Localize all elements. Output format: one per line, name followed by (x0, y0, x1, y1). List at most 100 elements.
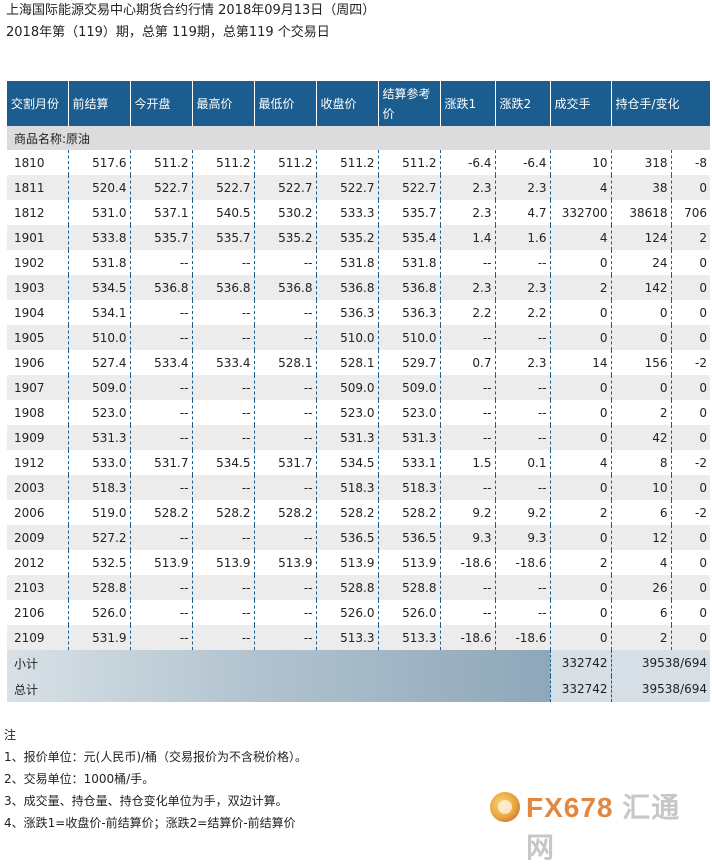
table-cell: -- (440, 325, 496, 350)
table-cell: 1908 (7, 400, 69, 425)
table-cell: -6.4 (440, 150, 496, 175)
table-cell: 1904 (7, 300, 69, 325)
table-cell: -2 (671, 500, 711, 525)
table-cell: 4.7 (495, 200, 551, 225)
table-cell: 1902 (7, 250, 69, 275)
table-cell: -- (130, 625, 193, 650)
table-cell: 513.9 (316, 550, 379, 575)
table-cell: -- (495, 250, 551, 275)
table-cell: 522.7 (254, 175, 317, 200)
table-cell: 528.1 (316, 350, 379, 375)
table-cell: 509.0 (378, 375, 441, 400)
table-cell: -- (254, 325, 317, 350)
table-cell: 513.9 (130, 550, 193, 575)
table-cell: 2.3 (495, 350, 551, 375)
table-cell: 0 (671, 400, 711, 425)
table-cell: 513.9 (192, 550, 255, 575)
total-volume: 332742 (549, 650, 611, 676)
table-cell: 38618 (611, 200, 672, 225)
table-cell: 332700 (550, 200, 612, 225)
table-cell: 4 (550, 450, 612, 475)
table-cell: 534.1 (68, 300, 131, 325)
table-cell: 0 (550, 300, 612, 325)
table-cell: -- (192, 625, 255, 650)
table-cell: 38 (611, 175, 672, 200)
table-cell: -- (495, 375, 551, 400)
table-cell: 536.5 (378, 525, 441, 550)
total-volume: 332742 (549, 676, 611, 702)
table-cell: 535.7 (378, 200, 441, 225)
table-row: 2009 527.2 -- -- -- 536.5 536.5 9.3 9.3 0 12 0 (7, 525, 711, 550)
table-row: 1812 531.0 537.1 540.5 530.2 533.3 535.7 2.3 4.7… (7, 200, 711, 225)
table-cell: -- (192, 325, 255, 350)
column-header: 最高价 (192, 81, 255, 126)
column-header: 结算参考价 (378, 81, 441, 126)
table-cell: -- (192, 300, 255, 325)
table-cell: 511.2 (130, 150, 193, 175)
total-open-interest: 39538/694 (610, 650, 711, 676)
table-cell: 2003 (7, 475, 69, 500)
table-cell: -18.6 (495, 625, 551, 650)
table-row: 2006 519.0 528.2 528.2 528.2 528.2 528.2 9.2 9.2… (7, 500, 711, 525)
table-cell: 535.7 (130, 225, 193, 250)
table-cell: -- (440, 250, 496, 275)
table-cell: 2106 (7, 600, 69, 625)
table-cell: 0 (671, 275, 711, 300)
table-cell: 536.8 (316, 275, 379, 300)
table-cell: 0 (671, 325, 711, 350)
table-row: 1904 534.1 -- -- -- 536.3 536.3 2.2 2.2 0 0 0 (7, 300, 711, 325)
table-cell: 2 (611, 625, 672, 650)
table-cell: 532.5 (68, 550, 131, 575)
table-cell: 528.8 (68, 575, 131, 600)
table-cell: -- (440, 475, 496, 500)
table-cell: 2.3 (495, 175, 551, 200)
table-cell: 536.8 (130, 275, 193, 300)
table-cell: -2 (671, 450, 711, 475)
notes-heading: 注 (4, 728, 17, 742)
table-cell: 513.9 (254, 550, 317, 575)
table-cell: 0.7 (440, 350, 496, 375)
table-cell: 528.2 (316, 500, 379, 525)
column-header: 涨跌2 (495, 81, 551, 126)
page-subtitle: 2018年第（119）期，总第 119期，总第119 个交易日 (6, 25, 330, 40)
table-cell: -- (254, 525, 317, 550)
product-name-row: 商品名称:原油 (7, 126, 711, 150)
table-cell: 1901 (7, 225, 69, 250)
table-cell: -- (495, 475, 551, 500)
table-cell: 527.4 (68, 350, 131, 375)
subtotal-row: 小计 332742 39538/694 (7, 650, 711, 676)
table-cell: -- (192, 600, 255, 625)
table-cell: 4 (611, 550, 672, 575)
table-cell: 523.0 (316, 400, 379, 425)
table-row: 2012 532.5 513.9 513.9 513.9 513.9 513.9 -18.6-… (7, 550, 711, 575)
table-row: 1903 534.5 536.8 536.8 536.8 536.8 536.8 2.3 2.3… (7, 275, 711, 300)
table-cell: 523.0 (68, 400, 131, 425)
table-cell: -- (130, 400, 193, 425)
table-cell: -- (130, 325, 193, 350)
table-cell: 0 (550, 575, 612, 600)
table-cell: 10 (611, 475, 672, 500)
table-cell: 522.7 (130, 175, 193, 200)
table-cell: 0 (611, 375, 672, 400)
table-cell: 535.7 (192, 225, 255, 250)
table-cell: 0 (671, 525, 711, 550)
table-cell: -- (192, 575, 255, 600)
table-cell: 527.2 (68, 525, 131, 550)
table-cell: 6 (611, 600, 672, 625)
table-cell: -- (254, 600, 317, 625)
table-cell: 1909 (7, 425, 69, 450)
table-cell: 124 (611, 225, 672, 250)
table-cell: 533.4 (192, 350, 255, 375)
table-cell: 528.2 (192, 500, 255, 525)
table-cell: 526.0 (316, 600, 379, 625)
table-cell: 0 (550, 425, 612, 450)
table-cell: -- (440, 425, 496, 450)
table-row: 2103 528.8 -- -- -- 528.8 528.8 -- -- 0 26 0 (7, 575, 711, 600)
table-header-row: 交割月份 前结算 今开盘 最高价 最低价 收盘价 结算参考价 涨跌1 涨跌2 成交手 持仓手/变化 (7, 81, 711, 126)
table-cell: 536.8 (378, 275, 441, 300)
table-row: 1811 520.4 522.7 522.7 522.7 522.7 522.7 2.3 2.3… (7, 175, 711, 200)
table-cell: -- (192, 425, 255, 450)
table-cell: 0 (671, 300, 711, 325)
table-cell: 2 (550, 550, 612, 575)
table-cell: 2.2 (440, 300, 496, 325)
